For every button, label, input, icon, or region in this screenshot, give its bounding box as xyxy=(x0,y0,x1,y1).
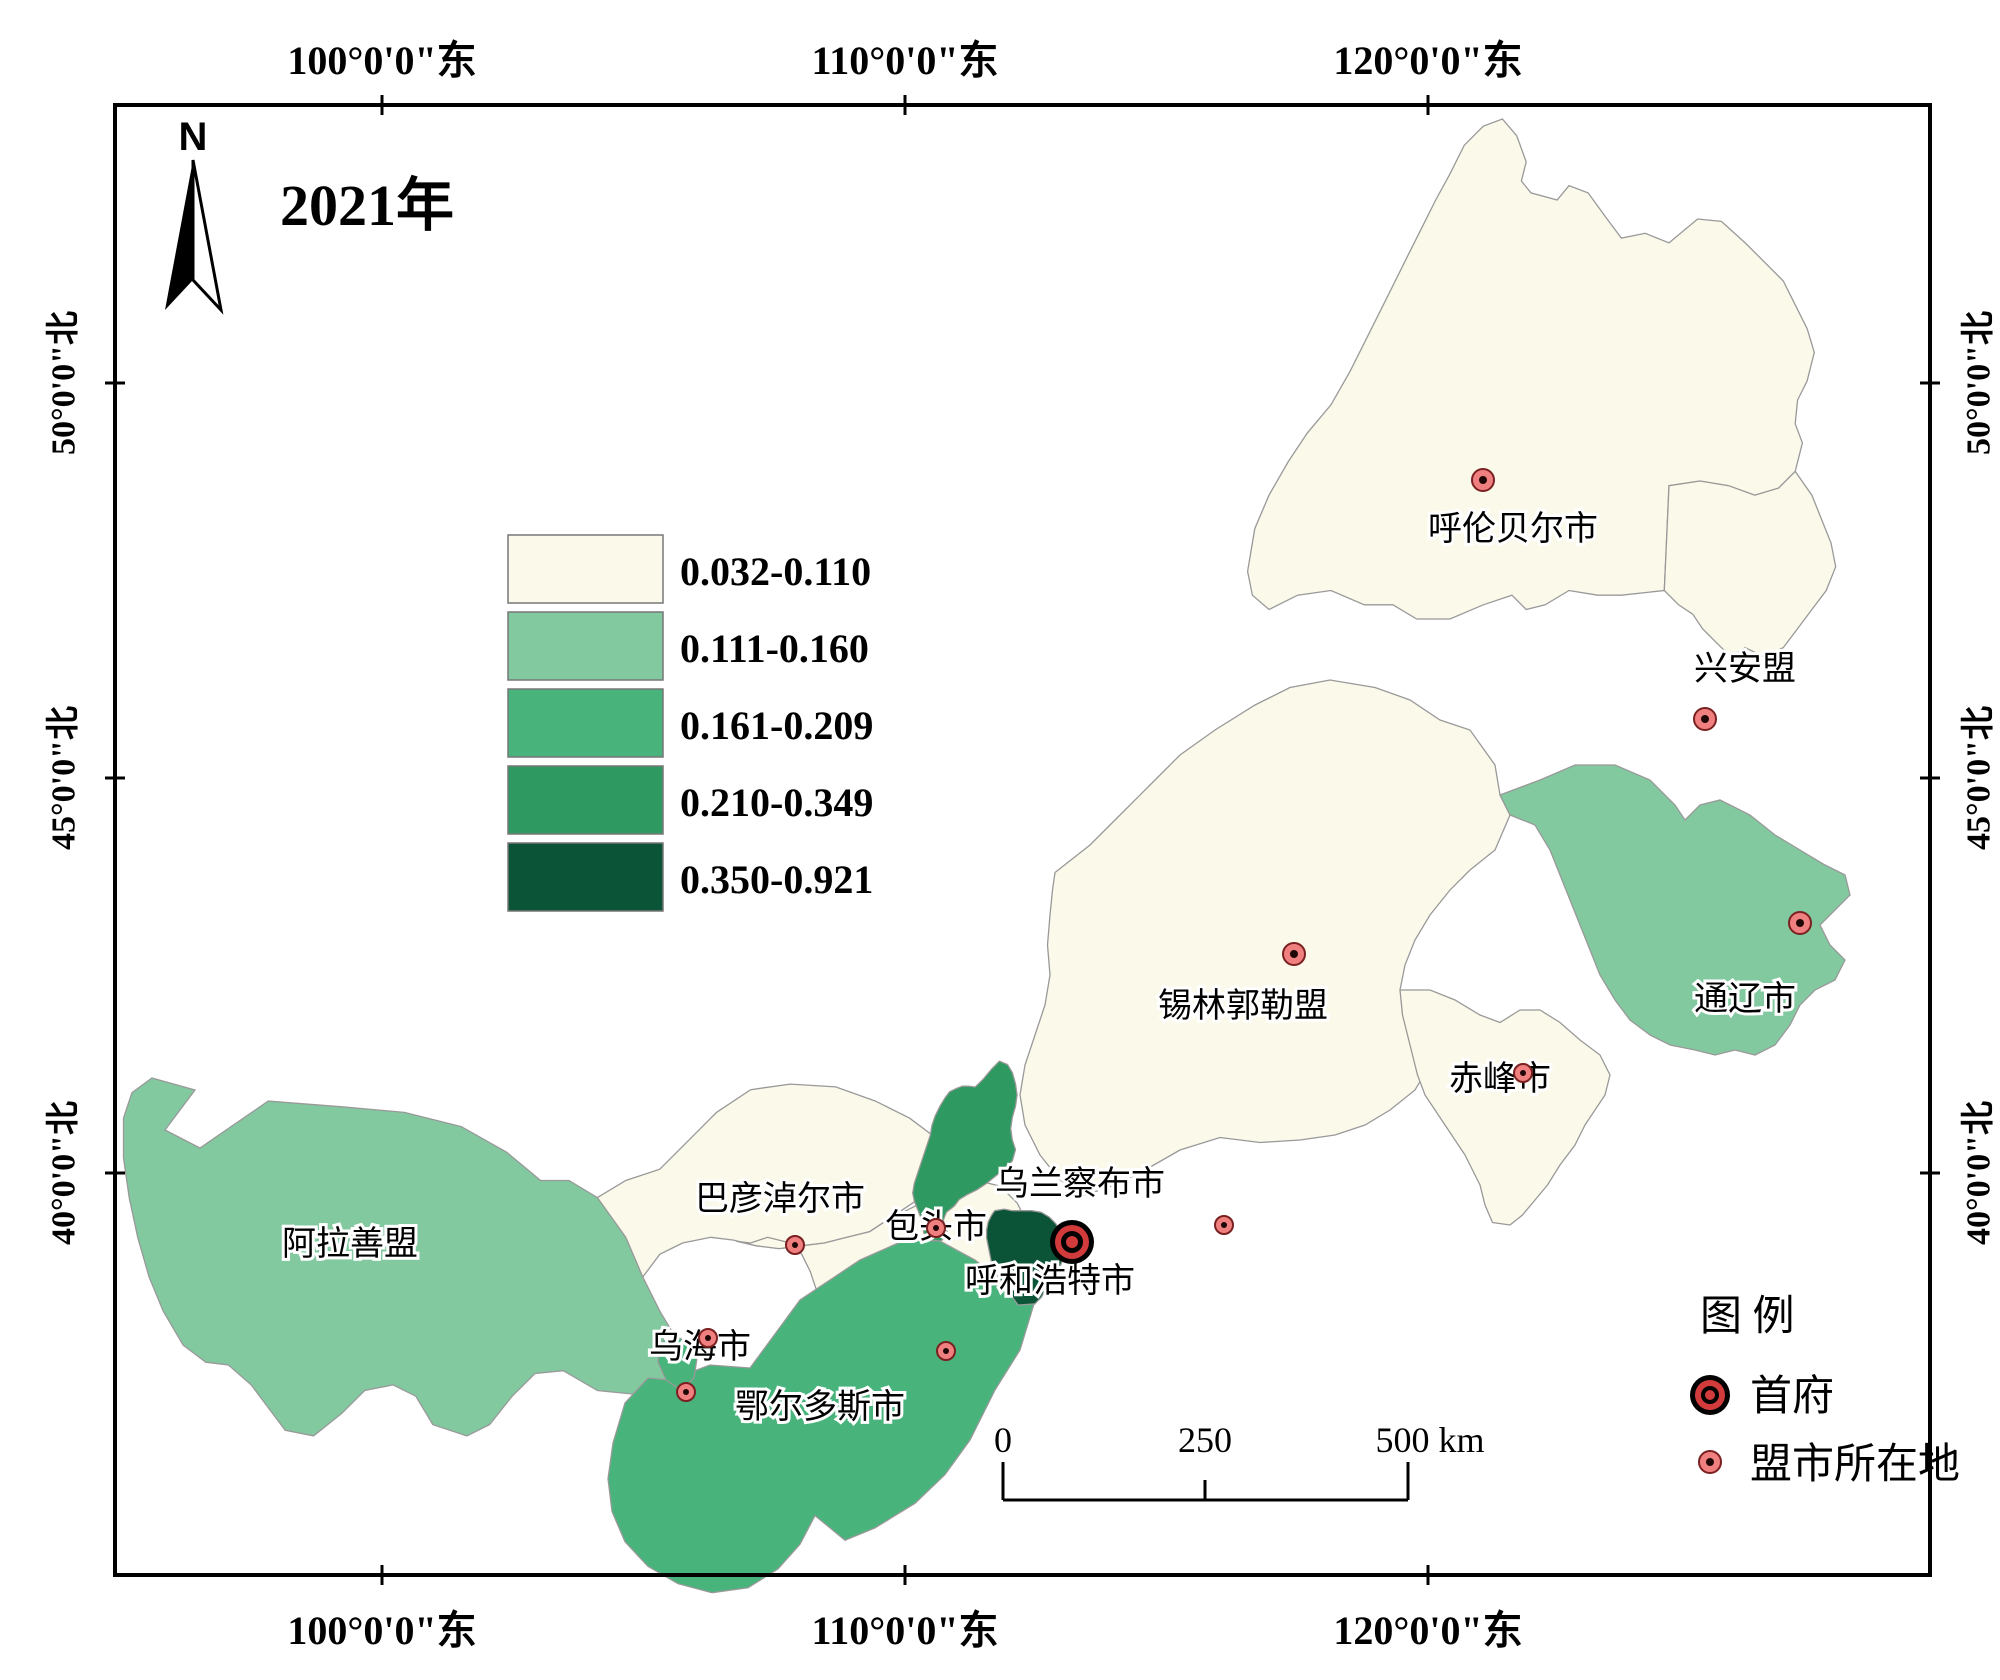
svg-text:呼伦贝尔市: 呼伦贝尔市 xyxy=(1428,510,1598,548)
svg-text:N: N xyxy=(179,115,208,159)
svg-text:图 例: 图 例 xyxy=(1700,1294,1795,1340)
svg-text:2021年: 2021年 xyxy=(280,173,454,238)
svg-text:0.111-0.160: 0.111-0.160 xyxy=(680,626,869,671)
svg-text:0.350-0.921: 0.350-0.921 xyxy=(680,857,873,902)
svg-text:呼和浩特市: 呼和浩特市 xyxy=(965,1262,1135,1300)
svg-text:兴安盟: 兴安盟 xyxy=(1694,650,1796,688)
svg-text:0.210-0.349: 0.210-0.349 xyxy=(680,780,873,825)
svg-text:0: 0 xyxy=(994,1420,1012,1460)
svg-text:赤峰市: 赤峰市 xyxy=(1449,1060,1551,1098)
svg-text:乌兰察布市: 乌兰察布市 xyxy=(995,1165,1165,1203)
svg-text:首府: 首府 xyxy=(1750,1373,1834,1420)
svg-text:500 km: 500 km xyxy=(1375,1420,1484,1460)
svg-text:通辽市: 通辽市 xyxy=(1694,980,1796,1018)
svg-text:0.161-0.209: 0.161-0.209 xyxy=(680,703,873,748)
svg-text:鄂尔多斯市: 鄂尔多斯市 xyxy=(735,1388,905,1426)
svg-text:250: 250 xyxy=(1178,1420,1232,1460)
svg-text:盟市所在地: 盟市所在地 xyxy=(1750,1441,1960,1488)
svg-text:锡林郭勒盟: 锡林郭勒盟 xyxy=(1158,987,1328,1025)
svg-text:阿拉善盟: 阿拉善盟 xyxy=(282,1225,418,1263)
svg-text:巴彦淖尔市: 巴彦淖尔市 xyxy=(695,1180,865,1218)
svg-text:0.032-0.110: 0.032-0.110 xyxy=(680,549,871,594)
